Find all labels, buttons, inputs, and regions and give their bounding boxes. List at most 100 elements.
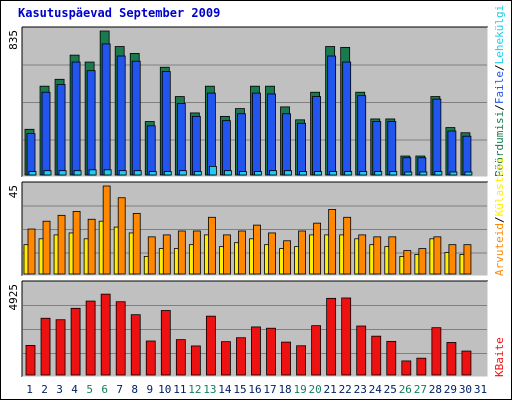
- x-day-label: 1: [26, 383, 33, 396]
- panel-top: 835: [7, 26, 489, 178]
- bar-visits: [102, 185, 111, 275]
- legend-entry: /: [493, 216, 506, 223]
- x-day-label: 25: [384, 383, 397, 396]
- x-day-label: 19: [293, 383, 306, 396]
- bar-visits: [27, 228, 36, 275]
- panel-mid: 45: [7, 181, 489, 277]
- bar-files: [297, 122, 306, 176]
- bar-pages: [239, 171, 247, 176]
- x-day-label: 9: [146, 383, 153, 396]
- bar-pages: [434, 171, 443, 176]
- bar-files: [267, 93, 276, 176]
- bar-visits: [87, 218, 96, 275]
- bar-visits: [223, 234, 231, 275]
- bar-files: [146, 125, 156, 176]
- bar-pages: [254, 171, 262, 176]
- bar-pages: [163, 171, 172, 176]
- bar-visits: [403, 250, 412, 275]
- bar-visits: [268, 232, 276, 275]
- bar-files: [86, 70, 96, 176]
- bar-files: [282, 113, 291, 176]
- bar-visits: [117, 197, 126, 275]
- bar-kbytes: [296, 345, 306, 376]
- bar-files: [387, 121, 397, 176]
- bar-files: [462, 135, 472, 176]
- bar-pages: [58, 170, 67, 176]
- bar-kbytes: [356, 325, 367, 376]
- bar-visits: [238, 230, 246, 275]
- bar-visits: [207, 216, 216, 275]
- bar-pages: [73, 170, 82, 176]
- bar-pages: [178, 170, 187, 176]
- bar-files: [222, 120, 231, 176]
- bar-pages: [193, 171, 202, 176]
- legend-entry: Lehekülgi: [493, 5, 506, 65]
- bar-files: [312, 96, 322, 176]
- x-day-label: 8: [131, 383, 138, 396]
- bar-kbytes: [326, 297, 337, 376]
- x-day-label: 13: [203, 383, 216, 396]
- bar-kbytes: [446, 342, 457, 376]
- x-day-label: 29: [444, 383, 457, 396]
- bar-visits: [132, 212, 141, 275]
- bar-files: [342, 61, 352, 176]
- bar-visits: [253, 224, 261, 275]
- bar-kbytes: [175, 339, 186, 376]
- x-day-label: 26: [399, 383, 412, 396]
- legend-entry: /: [493, 64, 506, 71]
- x-day-label: 21: [324, 383, 337, 396]
- bar-pages: [374, 171, 383, 176]
- x-day-label: 3: [56, 383, 63, 396]
- bar-kbytes: [70, 307, 81, 376]
- bar-pages: [329, 171, 338, 176]
- bar-kbytes: [341, 297, 352, 376]
- x-day-label: 6: [101, 383, 108, 396]
- bar-visits: [463, 244, 472, 275]
- bar-files: [116, 55, 126, 176]
- bar-pages: [43, 170, 52, 176]
- bar-files: [357, 95, 367, 176]
- bar-pages: [284, 170, 292, 176]
- x-day-label: 27: [414, 383, 427, 396]
- bar-files: [191, 115, 201, 176]
- bar-files: [237, 113, 246, 176]
- bar-kbytes: [160, 310, 171, 376]
- bar-visits: [358, 234, 367, 275]
- y-max-label: 835: [7, 30, 20, 50]
- bar-files: [432, 98, 442, 176]
- legend-entry: Külastusi: [493, 157, 506, 217]
- bar-visits: [448, 244, 457, 275]
- bar-files: [56, 84, 66, 176]
- bar-files: [41, 91, 51, 176]
- x-day-label: 16: [248, 383, 261, 396]
- x-day-label: 28: [429, 383, 442, 396]
- bar-visits: [192, 230, 201, 275]
- legend-entry: Faile: [493, 71, 506, 104]
- bar-kbytes: [236, 337, 246, 376]
- bar-kbytes: [401, 360, 412, 376]
- legend-entry: KBaite: [493, 337, 506, 377]
- y-max-label: 4925: [7, 284, 20, 311]
- x-day-label: 24: [369, 383, 383, 396]
- x-day-label: 17: [263, 383, 276, 396]
- bar-pages: [269, 170, 277, 176]
- bar-files: [252, 92, 261, 176]
- bar-visits: [313, 222, 322, 275]
- x-day-label: 14: [218, 383, 232, 396]
- bar-visits: [388, 236, 397, 275]
- bar-kbytes: [221, 341, 231, 376]
- x-day-label: 2: [41, 383, 48, 396]
- bar-kbytes: [85, 300, 96, 376]
- x-day-label: 12: [188, 383, 201, 396]
- bar-kbytes: [266, 327, 276, 376]
- legend-entry: Arvuteid: [493, 223, 506, 276]
- bar-visits: [147, 236, 156, 275]
- bar-pages: [28, 171, 37, 176]
- bar-kbytes: [461, 350, 472, 376]
- bar-visits: [283, 240, 291, 275]
- x-day-label: 10: [158, 383, 171, 396]
- legend-middle: Arvuteid/Külastusi: [493, 157, 506, 276]
- bar-pages: [344, 171, 353, 176]
- bar-pages: [359, 171, 368, 176]
